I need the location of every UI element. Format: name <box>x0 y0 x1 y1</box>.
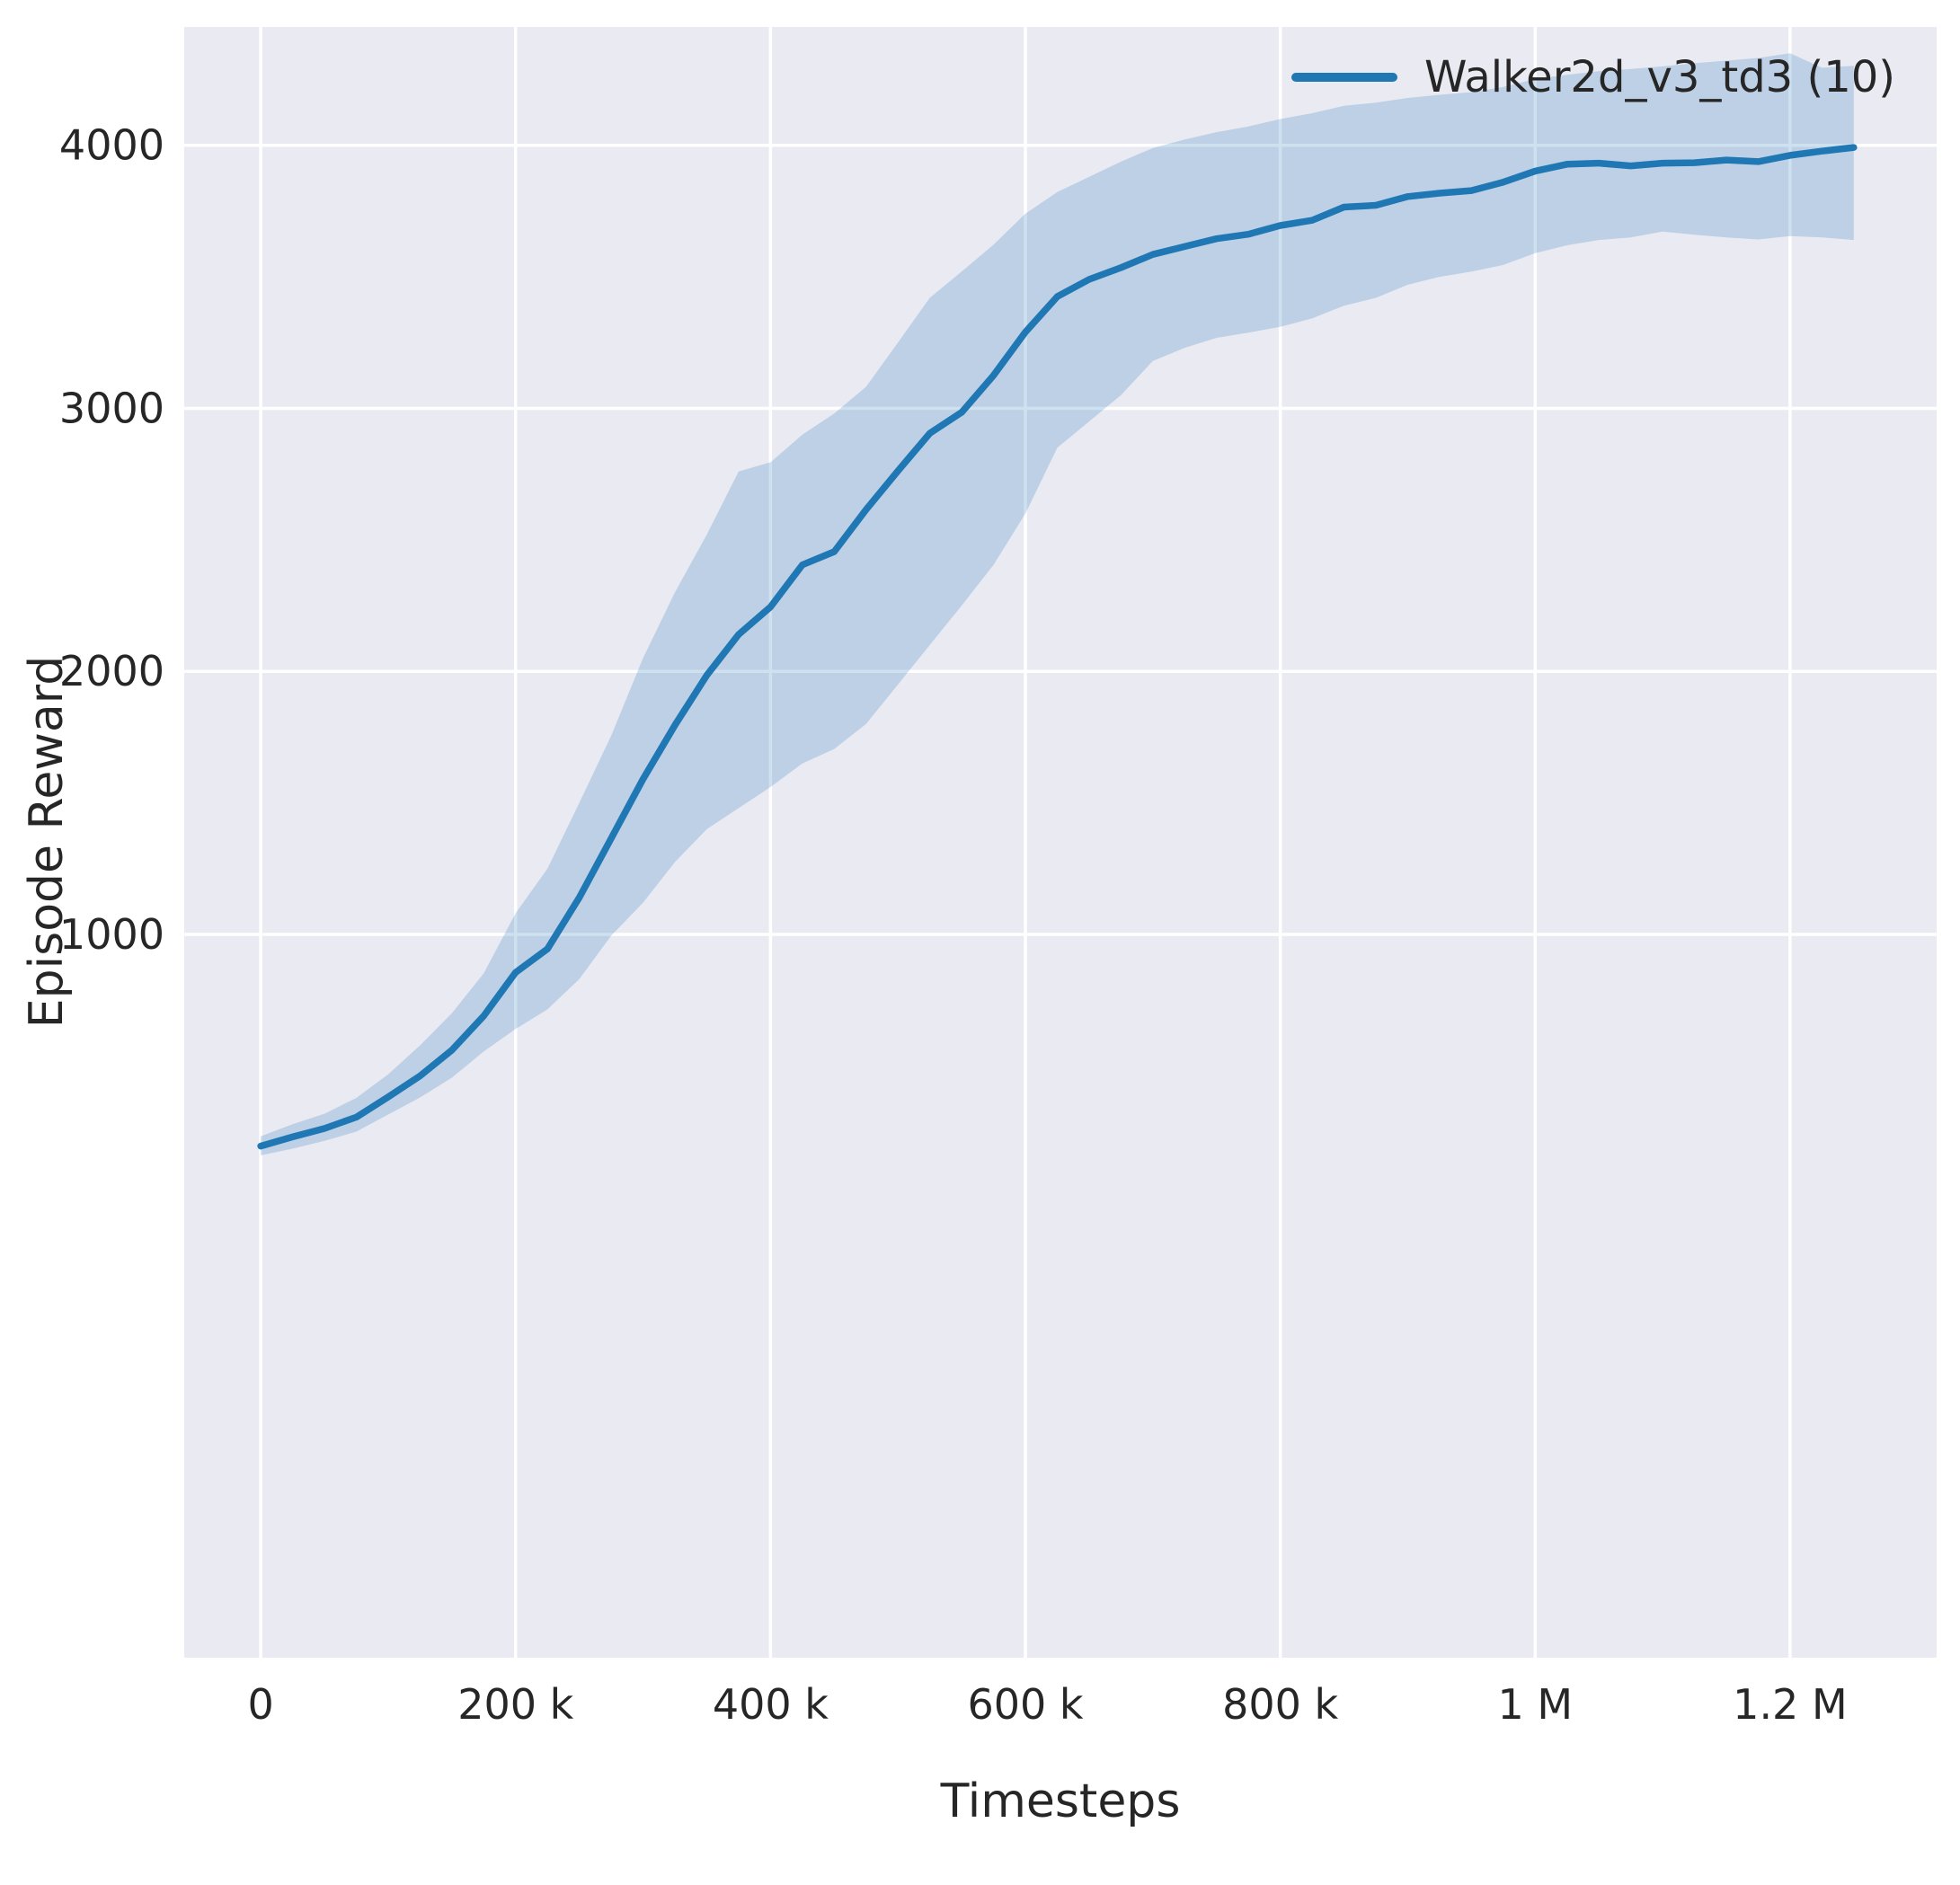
x-tick-label: 400 k <box>713 1680 829 1729</box>
confidence-band <box>261 53 1854 1155</box>
legend: Walker2d_v3_td3 (10) <box>1290 52 1895 102</box>
y-axis-label: Episode Reward <box>20 655 74 1029</box>
y-tick-label: 1000 <box>59 910 164 959</box>
y-tick-label: 4000 <box>59 121 164 170</box>
x-axis-label: Timesteps <box>940 1774 1181 1828</box>
legend-line-sample <box>1290 73 1397 82</box>
x-tick-label: 1 M <box>1497 1680 1573 1729</box>
x-tick-label: 0 <box>247 1680 273 1729</box>
x-tick-label: 600 k <box>967 1680 1083 1729</box>
plot-area-background <box>184 27 1937 1658</box>
x-tick-label: 800 k <box>1222 1680 1338 1729</box>
x-tick-label: 200 k <box>457 1680 573 1729</box>
y-tick-label: 2000 <box>59 647 164 695</box>
y-tick-label: 3000 <box>59 384 164 432</box>
legend-label: Walker2d_v3_td3 (10) <box>1423 52 1895 102</box>
x-tick-label: 1.2 M <box>1733 1680 1847 1729</box>
mean-line <box>257 144 1858 1150</box>
